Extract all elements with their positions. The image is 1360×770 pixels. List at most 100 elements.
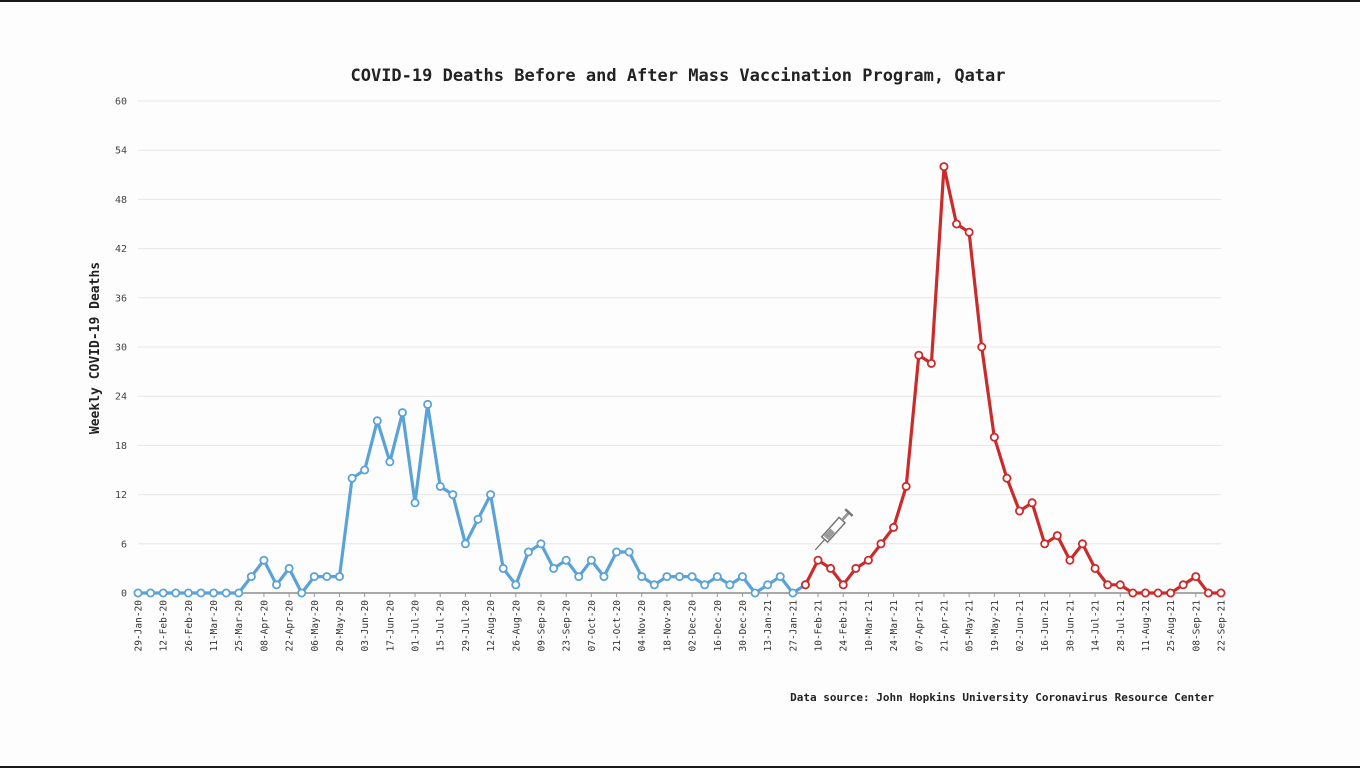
x-tick-label: 17-Jun-20 [385,600,396,652]
data-point [209,588,219,598]
data-point [272,580,282,590]
y-tick-label: 60 [115,97,127,108]
data-point [1040,539,1050,549]
x-tick-label: 29-Jan-20 [134,600,145,652]
x-tick-label: 21-Apr-21 [939,600,950,652]
data-point [712,572,722,582]
x-tick-label: 18-Nov-20 [662,600,673,652]
data-point [347,473,357,483]
x-tick-label: 09-Sep-20 [536,600,547,652]
data-point [486,490,496,500]
data-point [750,588,760,598]
data-point [687,572,697,582]
data-point [511,580,521,590]
x-tick-label: 25-Aug-21 [1166,600,1177,652]
data-point [435,481,445,491]
data-point [574,572,584,582]
y-tick-label: 48 [115,195,127,206]
x-tick-label: 30-Dec-20 [738,600,749,652]
x-tick-label: 03-Jun-20 [360,600,371,652]
data-point [800,580,810,590]
data-point [1015,506,1025,516]
series-line-0 [136,402,808,595]
data-point [171,588,181,598]
data-point [725,580,735,590]
x-tick-label: 12-Feb-20 [159,600,170,652]
x-tick-label: 29-Jul-20 [461,600,472,652]
data-point [498,563,508,573]
data-point [901,481,911,491]
x-tick-label: 07-Apr-21 [914,600,925,652]
data-point [737,572,747,582]
x-tick-label: 10-Mar-21 [864,600,875,652]
data-point [599,572,609,582]
x-tick-label: 02-Jun-21 [1015,600,1026,652]
x-tick-label: 07-Oct-20 [587,600,598,652]
data-point [977,342,987,352]
y-tick-label: 12 [115,490,127,501]
data-point [876,539,886,549]
x-tick-label: 04-Nov-20 [637,600,648,652]
x-tick-label: 27-Jan-21 [788,600,799,652]
data-source-note: Data source: John Hopkins University Cor… [790,691,1214,704]
data-point [360,465,370,475]
data-point [700,580,710,590]
data-point [334,572,344,582]
x-tick-label: 13-Jan-21 [763,600,774,652]
data-point [939,162,949,172]
data-point [788,588,798,598]
data-point [246,572,256,582]
data-point [1077,539,1087,549]
data-point [536,539,546,549]
x-tick-label: 08-Apr-20 [259,600,270,652]
x-tick-label: 21-Oct-20 [612,600,623,652]
data-point [624,547,634,557]
data-point [813,555,823,565]
data-point [964,227,974,237]
x-tick-label: 11-Aug-21 [1141,600,1152,652]
x-tick-label: 22-Sep-21 [1217,600,1228,652]
data-point [221,588,231,598]
data-point [889,522,899,532]
data-point [410,498,420,508]
x-tick-label: 10-Feb-21 [814,600,825,652]
data-point [1178,580,1188,590]
y-tick-label: 24 [115,392,127,403]
data-point [322,572,332,582]
data-point [952,219,962,229]
data-point [1166,588,1176,598]
y-tick-label: 54 [115,146,127,157]
data-point [234,588,244,598]
data-point [1002,473,1012,483]
data-point [1128,588,1138,598]
x-tick-label: 20-May-20 [335,600,346,652]
x-tick-label: 23-Sep-20 [562,600,573,652]
x-tick-label: 30-Jun-21 [1065,600,1076,652]
data-point [397,408,407,418]
x-tick-label: 16-Jun-21 [1040,600,1051,652]
x-tick-label: 26-Aug-20 [511,600,522,652]
data-point [146,588,156,598]
y-tick-label: 30 [115,343,127,354]
data-point [637,572,647,582]
x-tick-labels: 29-Jan-20 12-Feb-20 26-Feb-20 11-Mar-20 25-M… [134,593,1228,651]
data-point [763,580,773,590]
x-tick-label: 06-May-20 [310,600,321,652]
data-point [297,588,307,598]
data-point [1052,531,1062,541]
data-point [448,490,458,500]
x-tick-label: 26-Feb-20 [184,600,195,652]
data-point [259,555,269,565]
data-point [423,399,433,409]
data-point [1027,498,1037,508]
x-tick-label: 11-Mar-20 [209,600,220,652]
data-point [1203,588,1213,598]
y-tick-labels: 0 6 12 18 24 30 36 42 48 54 60 [115,97,127,600]
data-point [1115,580,1125,590]
gridlines [138,100,1221,594]
data-point [372,416,382,426]
data-point [158,588,168,598]
data-point [284,563,294,573]
data-point [612,547,622,557]
